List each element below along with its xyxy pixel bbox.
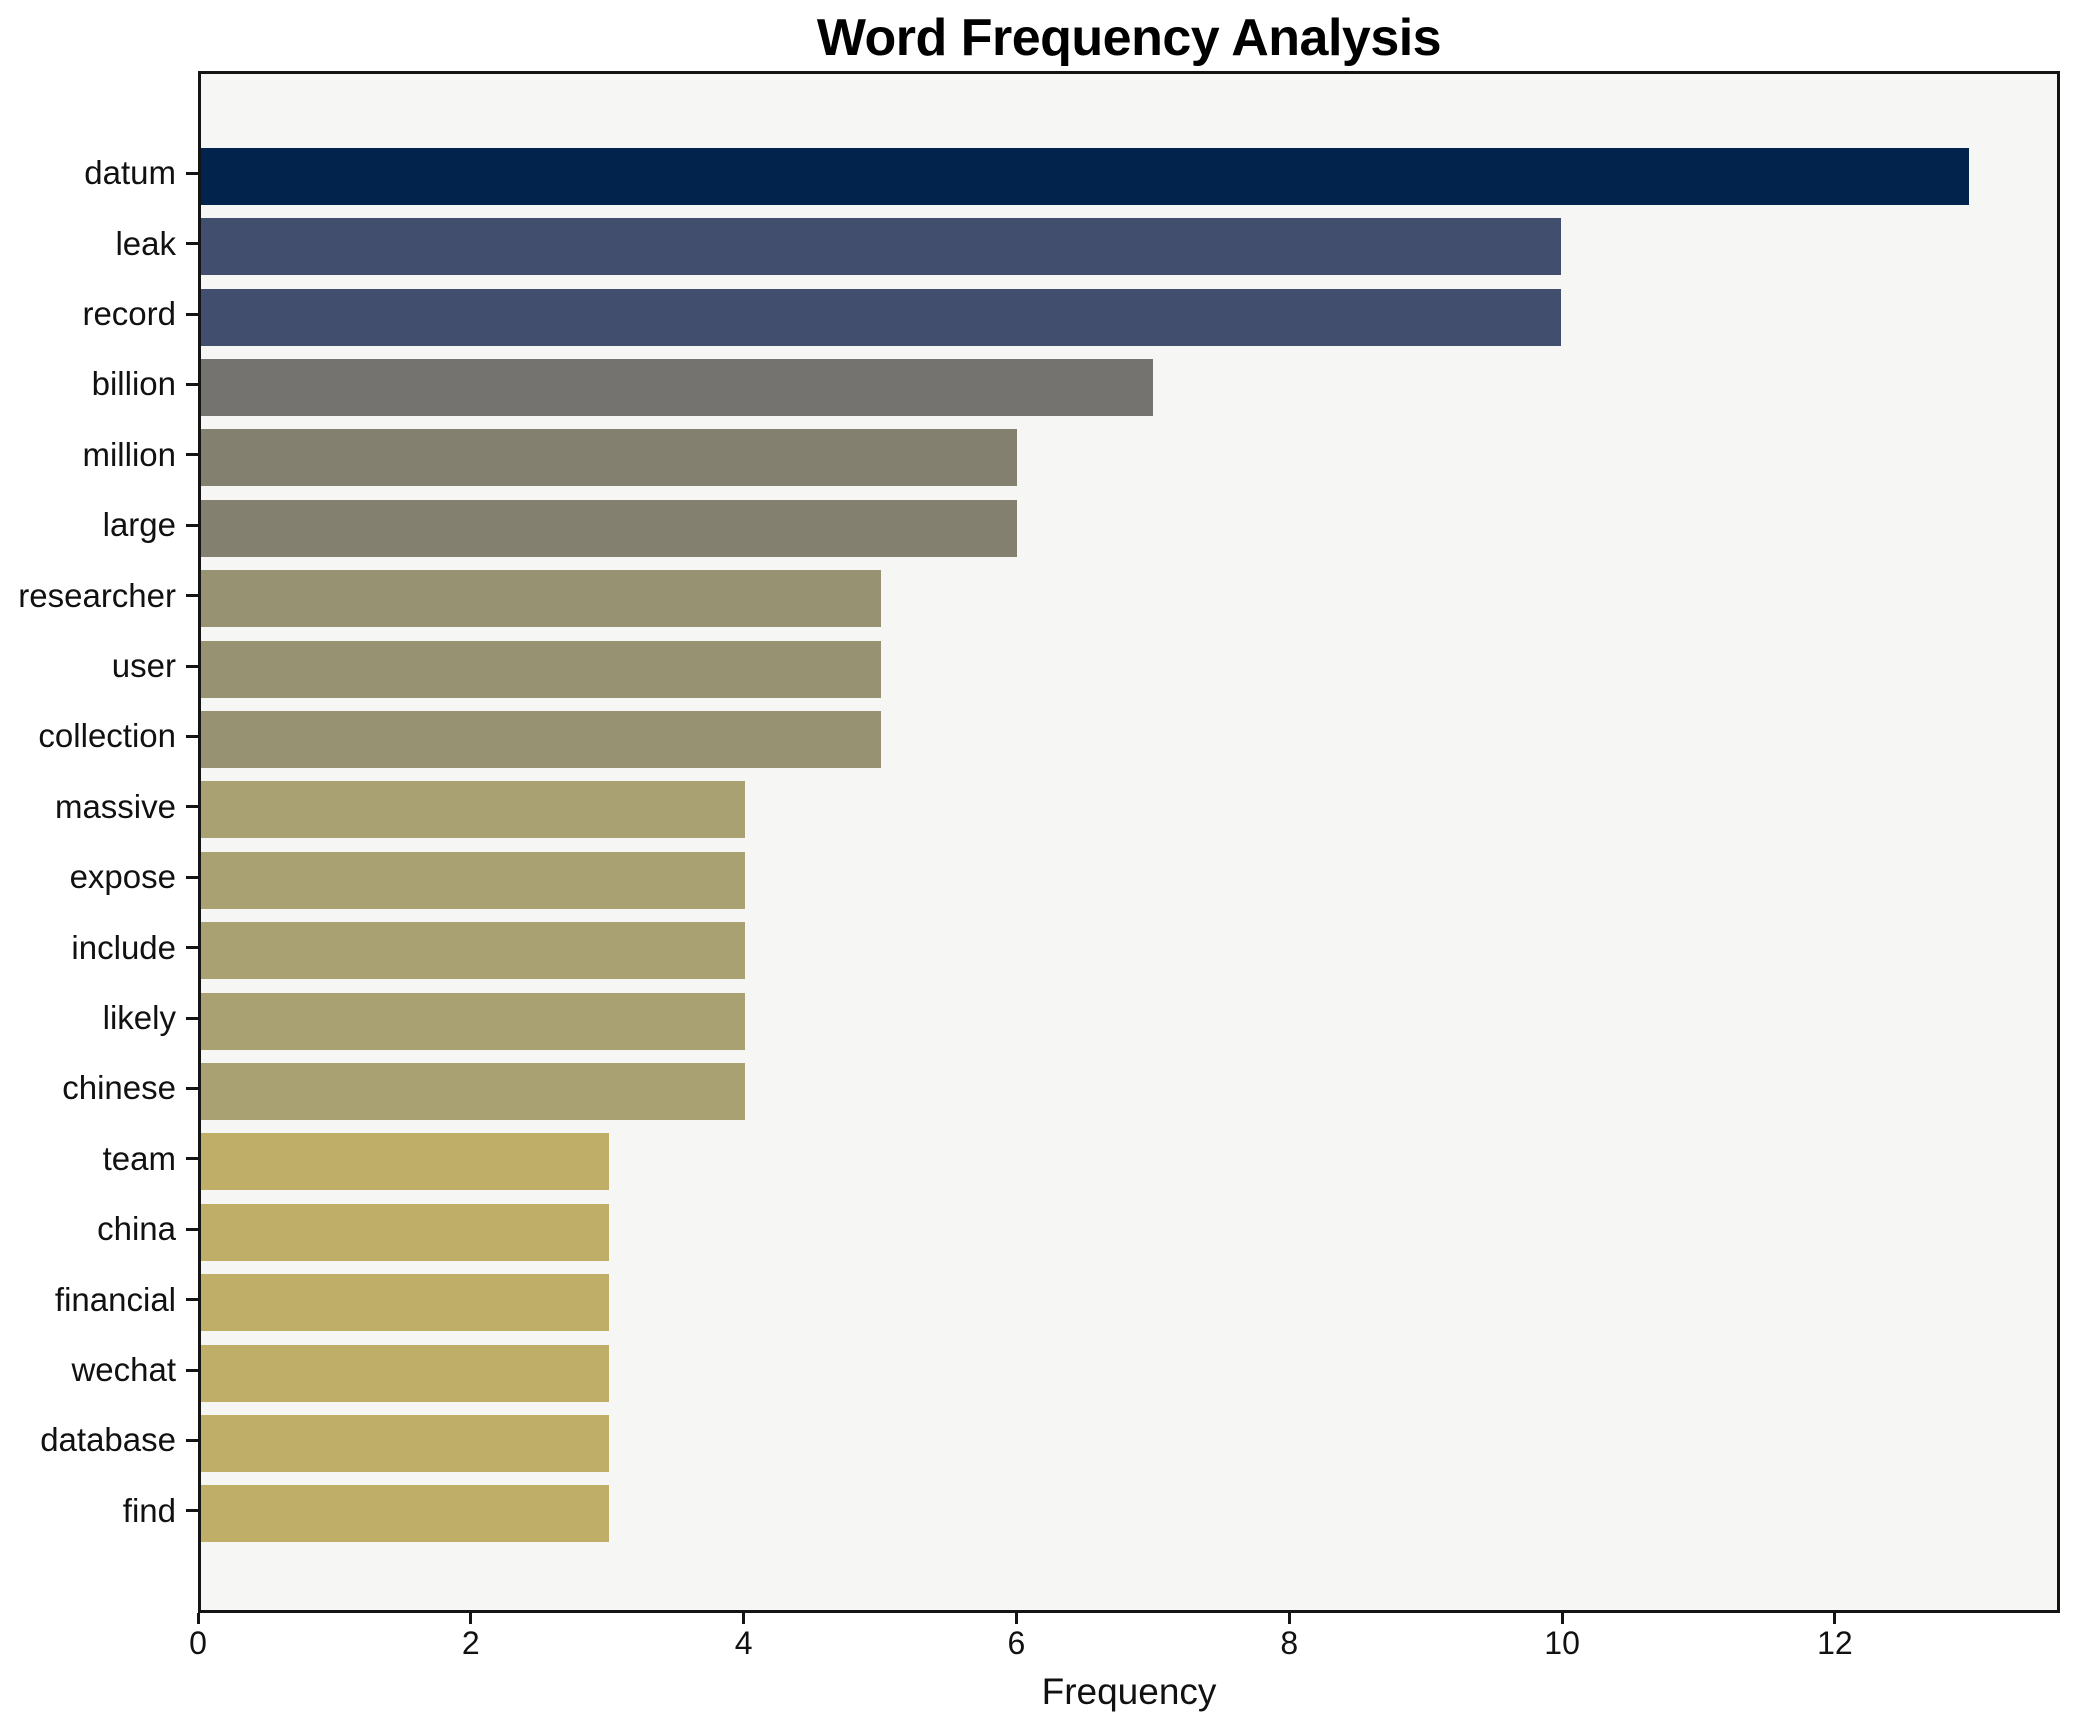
- y-tick-mark: [186, 242, 198, 246]
- x-tick-mark: [469, 1613, 473, 1624]
- bar-wechat: [201, 1344, 609, 1402]
- bar-row: [201, 986, 2057, 1056]
- chart-title: Word Frequency Analysis: [816, 9, 1442, 67]
- y-tick-label-find: find: [122, 1491, 176, 1529]
- y-tick-label-billion: billion: [91, 365, 176, 403]
- y-tick-label-million: million: [82, 435, 176, 473]
- y-tick-label-datum: datum: [84, 154, 176, 192]
- y-tick-mark: [186, 805, 198, 809]
- y-tick-mark: [186, 1016, 198, 1020]
- bar-row: [201, 1056, 2057, 1126]
- bar-row: [201, 1197, 2057, 1267]
- y-tick-label-large: large: [102, 506, 176, 544]
- bar-row: [201, 1338, 2057, 1408]
- y-tick-mark: [186, 382, 198, 386]
- y-tick-mark: [186, 1368, 198, 1372]
- y-tick-mark: [186, 875, 198, 879]
- bars-container: [201, 141, 2057, 1549]
- bar-datum: [201, 147, 1969, 205]
- x-tick-mark: [742, 1613, 746, 1624]
- bar-team: [201, 1133, 609, 1191]
- y-tick-label-user: user: [111, 647, 176, 684]
- bar-large: [201, 499, 1017, 557]
- bar-row: [201, 1408, 2057, 1478]
- x-tick-label-8: 8: [1280, 1625, 1299, 1661]
- y-tick-label-chinese: chinese: [62, 1069, 176, 1107]
- y-tick-label-include: include: [71, 928, 176, 966]
- y-tick-label-china: china: [97, 1210, 176, 1248]
- bar-collection: [201, 710, 881, 768]
- x-tick-label-2: 2: [461, 1625, 480, 1661]
- y-tick-mark: [186, 453, 198, 457]
- bar-row: [201, 634, 2057, 704]
- y-tick-mark: [186, 523, 198, 527]
- x-tick-mark: [196, 1613, 200, 1624]
- y-tick-mark: [186, 1227, 198, 1231]
- x-tick-mark: [1014, 1613, 1018, 1624]
- y-tick-mark: [186, 1298, 198, 1302]
- bar-row: [201, 915, 2057, 985]
- y-tick-mark: [186, 312, 198, 316]
- bar-chinese: [201, 1062, 745, 1120]
- bar-find: [201, 1485, 609, 1543]
- y-tick-label-expose: expose: [69, 858, 176, 896]
- bar-record: [201, 288, 1561, 346]
- bar-likely: [201, 992, 745, 1050]
- bar-china: [201, 1203, 609, 1261]
- x-tick-mark: [1287, 1613, 1291, 1624]
- bar-database: [201, 1415, 609, 1473]
- y-tick-label-researcher: researcher: [18, 576, 176, 614]
- plot-area: [198, 71, 2060, 1613]
- bar-billion: [201, 358, 1153, 416]
- bar-row: [201, 1268, 2057, 1338]
- x-tick-mark: [1560, 1613, 1564, 1624]
- x-tick-label-6: 6: [1007, 1625, 1026, 1661]
- y-tick-mark: [186, 594, 198, 598]
- bar-row: [201, 352, 2057, 422]
- x-tick-label-0: 0: [189, 1625, 207, 1661]
- bar-row: [201, 845, 2057, 915]
- y-tick-mark: [186, 1438, 198, 1442]
- bar-row: [201, 704, 2057, 774]
- x-axis-title: Frequency: [1041, 1671, 1217, 1712]
- y-tick-label-database: database: [40, 1421, 176, 1459]
- bar-row: [201, 282, 2057, 352]
- y-tick-label-team: team: [102, 1139, 176, 1177]
- bar-row: [201, 1127, 2057, 1197]
- y-tick-label-massive: massive: [54, 787, 176, 825]
- bar-massive: [201, 781, 745, 839]
- y-tick-mark: [186, 171, 198, 175]
- bar-financial: [201, 1274, 609, 1332]
- y-tick-mark: [186, 1509, 198, 1513]
- x-tick-label-10: 10: [1544, 1625, 1580, 1661]
- y-tick-label-leak: leak: [115, 224, 176, 262]
- y-tick-label-financial: financial: [54, 1280, 176, 1318]
- bar-expose: [201, 851, 745, 909]
- bar-row: [201, 1479, 2057, 1549]
- y-tick-mark: [186, 664, 198, 668]
- y-tick-label-likely: likely: [102, 999, 176, 1036]
- bar-row: [201, 211, 2057, 281]
- bar-leak: [201, 218, 1561, 276]
- bar-row: [201, 563, 2057, 633]
- y-tick-label-wechat: wechat: [71, 1351, 176, 1388]
- y-tick-label-collection: collection: [38, 717, 176, 755]
- bar-researcher: [201, 570, 881, 628]
- bar-million: [201, 429, 1017, 487]
- bar-row: [201, 141, 2057, 211]
- y-tick-label-record: record: [82, 295, 176, 332]
- y-tick-mark: [186, 1157, 198, 1161]
- y-tick-mark: [186, 1086, 198, 1090]
- y-tick-mark: [186, 734, 198, 738]
- bar-row: [201, 493, 2057, 563]
- x-tick-mark: [1833, 1613, 1837, 1624]
- bar-row: [201, 423, 2057, 493]
- x-tick-label-4: 4: [734, 1625, 753, 1661]
- y-tick-mark: [186, 946, 198, 950]
- bar-include: [201, 922, 745, 980]
- bar-row: [201, 775, 2057, 845]
- x-tick-label-12: 12: [1817, 1625, 1853, 1661]
- bar-user: [201, 640, 881, 698]
